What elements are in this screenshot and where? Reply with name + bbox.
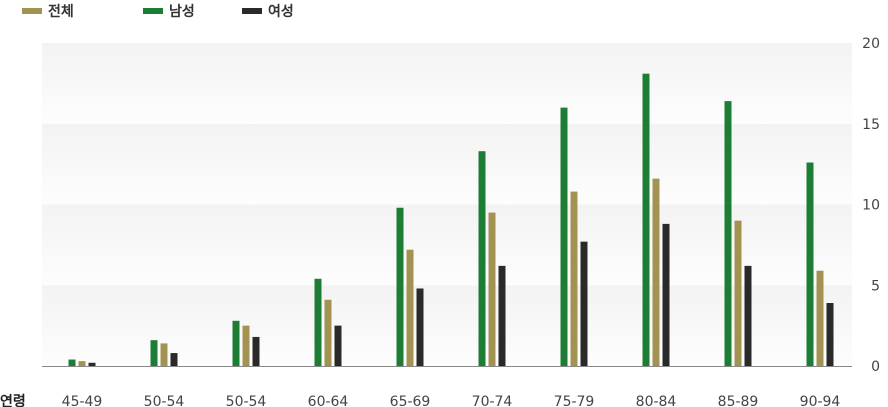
bar-series: [68, 73, 834, 366]
bar-total: [816, 270, 824, 366]
bar-female: [334, 325, 342, 366]
bar-female: [88, 362, 96, 366]
bar-female: [498, 265, 506, 366]
y-tick-label: 5: [871, 278, 880, 294]
grid-band: [42, 43, 852, 124]
legend-label: 전체: [48, 3, 74, 20]
bar-female: [580, 241, 588, 366]
bar-total: [160, 343, 168, 366]
grid-band: [42, 123, 852, 205]
bar-male: [68, 359, 76, 366]
x-tick-label: 45-49: [62, 394, 103, 407]
bar-female: [252, 336, 260, 366]
x-tick-label: 75-79: [554, 394, 595, 407]
legend: 전체 남성 여성: [22, 3, 294, 20]
x-axis-ticks: 45-49 50-54 50-54 60-64 65-69 70-74 75-79 80-84…: [62, 394, 841, 407]
bar-total: [406, 249, 414, 366]
x-tick-label: 50-54: [144, 394, 185, 407]
bar-male: [478, 151, 486, 366]
y-axis-ticks: 0 5 10 15 20: [862, 36, 880, 375]
x-tick-label: 85-89: [718, 394, 759, 407]
bar-male: [232, 320, 240, 366]
y-tick-label: 20: [862, 36, 880, 52]
bar-male: [642, 73, 650, 366]
bar-total: [488, 212, 496, 366]
x-tick-label: 65-69: [390, 394, 431, 407]
bar-total: [570, 191, 578, 366]
bar-male: [396, 207, 404, 366]
x-tick-label: 90-94: [800, 394, 841, 407]
grid-band: [42, 204, 852, 286]
bar-male: [314, 278, 322, 366]
y-tick-label: 0: [871, 359, 880, 375]
bar-female: [170, 353, 178, 366]
legend-swatch: [22, 8, 42, 14]
legend-label: 남성: [169, 3, 195, 20]
x-axis-title: 연령: [0, 394, 26, 407]
x-tick-label: 60-64: [308, 394, 349, 407]
y-tick-label: 10: [862, 198, 880, 214]
bar-female: [826, 303, 834, 366]
bar-total: [242, 325, 250, 366]
x-tick-label: 50-54: [226, 394, 267, 407]
bar-female: [744, 265, 752, 366]
bar-male: [150, 340, 158, 366]
x-tick-label: 70-74: [472, 394, 513, 407]
grid-band: [42, 285, 852, 366]
y-tick-label: 15: [862, 117, 880, 133]
x-tick-label: 80-84: [636, 394, 677, 407]
legend-swatch: [242, 8, 262, 14]
bar-total: [734, 220, 742, 366]
bar-female: [662, 223, 670, 366]
plot-background: [42, 43, 852, 366]
legend-swatch: [143, 8, 163, 14]
legend-label: 여성: [268, 3, 294, 20]
bar-female: [416, 288, 424, 366]
bar-total: [652, 178, 660, 366]
bar-male: [560, 107, 568, 366]
bar-total: [324, 299, 332, 366]
bar-total: [78, 361, 86, 366]
bar-male: [724, 101, 732, 366]
bar-male: [806, 162, 814, 366]
